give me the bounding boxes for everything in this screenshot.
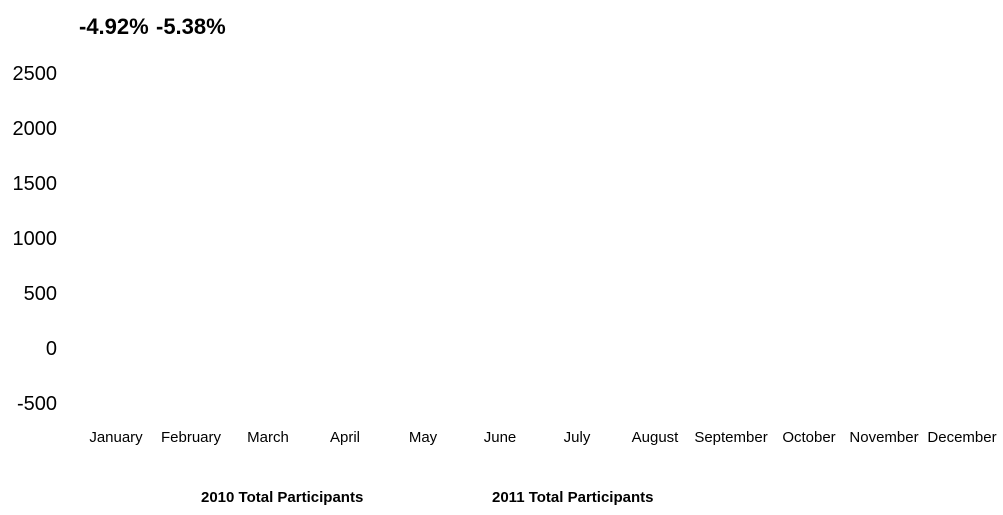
legend-item-2010: 2010 Total Participants xyxy=(201,489,363,506)
y-axis: 2500 2000 1500 1000 500 0 -500 xyxy=(13,63,58,415)
percent-annotations: -4.92% -5.38% xyxy=(79,14,226,39)
x-tick-label: February xyxy=(161,429,222,446)
y-tick-label: 2000 xyxy=(13,118,58,140)
x-tick-label: November xyxy=(849,429,918,446)
x-tick-label: April xyxy=(330,429,360,446)
y-tick-label: 500 xyxy=(24,283,57,305)
x-tick-label: December xyxy=(927,429,996,446)
x-tick-label: May xyxy=(409,429,438,446)
x-tick-label: July xyxy=(564,429,591,446)
y-tick-label: 0 xyxy=(46,338,57,360)
x-tick-label: October xyxy=(782,429,835,446)
x-axis: January February March April May June Ju… xyxy=(89,429,996,446)
x-tick-label: June xyxy=(484,429,517,446)
legend-item-2011: 2011 Total Participants xyxy=(492,489,653,506)
x-tick-label: January xyxy=(89,429,143,446)
x-tick-label: March xyxy=(247,429,289,446)
y-tick-label: -500 xyxy=(17,393,57,415)
x-tick-label: September xyxy=(694,429,767,446)
percent-annotation: -4.92% xyxy=(79,14,149,39)
y-tick-label: 1000 xyxy=(13,228,58,250)
x-tick-label: August xyxy=(632,429,680,446)
y-tick-label: 2500 xyxy=(13,63,58,85)
y-tick-label: 1500 xyxy=(13,173,58,195)
legend: 2010 Total Participants 2011 Total Parti… xyxy=(201,489,653,506)
percent-annotation: -5.38% xyxy=(156,14,226,39)
